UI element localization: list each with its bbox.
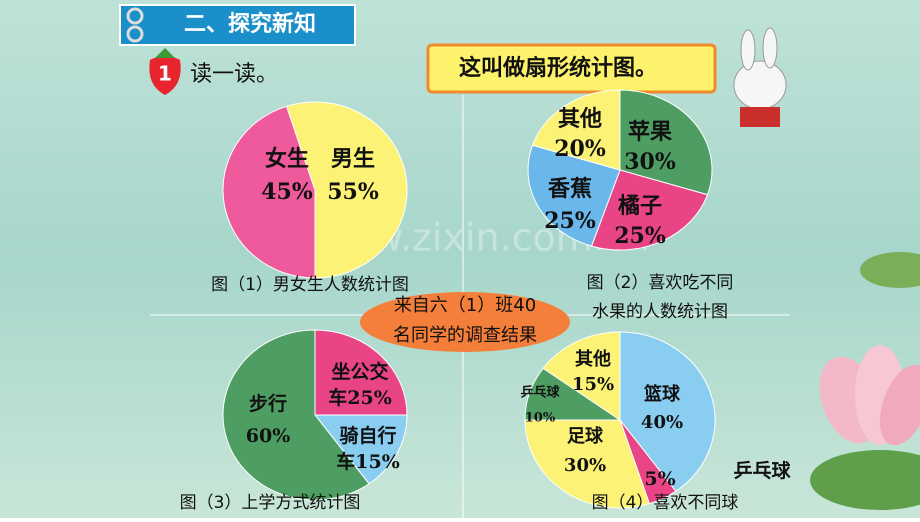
slice-label: 苹果 <box>628 119 672 145</box>
slice-label: 足球 <box>567 426 604 447</box>
pie-slice <box>590 169 709 251</box>
pie-slice <box>542 331 621 421</box>
pie-slice <box>222 329 370 501</box>
pie-slice <box>313 414 408 485</box>
pie-slice <box>285 101 408 279</box>
slice-label: 女生 <box>265 146 309 172</box>
pie-slice <box>619 331 716 492</box>
chart-title: 水果的人数统计图 <box>592 302 728 322</box>
survey-note: 名同学的调查结果 <box>393 325 537 346</box>
slice-label: 步行 <box>249 392 287 415</box>
slice-label: 橘子 <box>618 193 662 219</box>
slice-label: 香蕉 <box>548 176 592 202</box>
strawberry-leaf <box>155 48 175 58</box>
callout-text: 这叫做扇形统计图。 <box>459 55 657 81</box>
lotus <box>810 252 920 510</box>
slice-label: 坐公交 <box>331 360 388 383</box>
slice-label: 乒乓球 <box>733 459 791 482</box>
value-label: 55% <box>327 179 379 205</box>
survey-note: 来自六（1）班40 <box>394 295 536 316</box>
header-title: 二、探究新知 <box>184 11 316 37</box>
slice-label: 其他 <box>575 348 611 370</box>
pie-slice <box>524 419 651 509</box>
value-label: 20% <box>554 136 606 162</box>
value-label: 10% <box>525 411 556 426</box>
pie-slice <box>619 89 713 196</box>
survey-oval <box>360 292 570 352</box>
pie-slice <box>531 89 621 171</box>
value-label: 15% <box>572 374 614 395</box>
callout-box <box>426 43 717 94</box>
chart-title: 图（4）喜欢不同球 <box>592 493 739 513</box>
value-label: 25% <box>614 223 666 249</box>
value-label: 30% <box>624 149 676 175</box>
value-label: 车25% <box>328 386 392 409</box>
rabbit <box>733 27 787 127</box>
slice-label: 篮球 <box>643 383 681 405</box>
slice-label: 骑自行 <box>339 424 396 447</box>
value-label: 40% <box>641 412 683 433</box>
slice-label: 男生 <box>331 146 375 172</box>
step-text: 读一读。 <box>190 62 278 87</box>
pie-slice <box>222 105 316 279</box>
chart-title: 图（3）上学方式统计图 <box>180 493 361 513</box>
chart-title: 图（1）男女生人数统计图 <box>211 275 409 295</box>
step-number: 1 <box>158 62 172 86</box>
strawberry <box>149 56 181 95</box>
value-label: 60% <box>246 425 291 447</box>
value-label: 45% <box>261 179 313 205</box>
chart-title: 图（2）喜欢吃不同 <box>587 273 734 293</box>
pie-slice <box>527 144 621 247</box>
value-label: 车15% <box>336 450 400 473</box>
slice-label: 其他 <box>558 106 602 132</box>
value-label: 5% <box>644 468 675 490</box>
slice-label: 乒乓球 <box>520 385 560 401</box>
value-label: 25% <box>544 208 596 234</box>
pie-slice <box>314 329 408 416</box>
value-label: 30% <box>564 455 606 476</box>
header: 二、探究新知 <box>119 4 356 46</box>
